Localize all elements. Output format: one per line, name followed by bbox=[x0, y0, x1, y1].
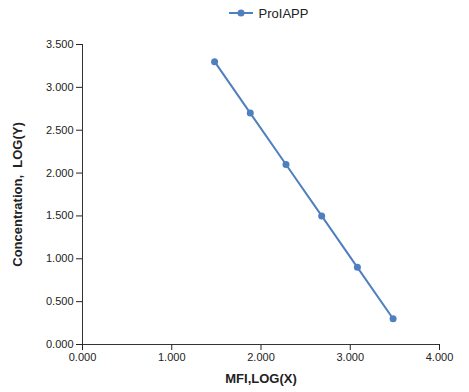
svg-text:2.000: 2.000 bbox=[247, 351, 275, 363]
svg-text:3.500: 3.500 bbox=[46, 38, 74, 50]
svg-text:4.000: 4.000 bbox=[426, 351, 454, 363]
svg-text:0.000: 0.000 bbox=[69, 351, 97, 363]
svg-text:3.000: 3.000 bbox=[46, 81, 74, 93]
svg-text:1.500: 1.500 bbox=[46, 209, 74, 221]
svg-text:1.000: 1.000 bbox=[158, 351, 186, 363]
svg-text:0.500: 0.500 bbox=[46, 295, 74, 307]
svg-text:Concentration, LOG(Y): Concentration, LOG(Y) bbox=[10, 122, 25, 266]
svg-text:1.000: 1.000 bbox=[46, 252, 74, 264]
svg-text:MFI,LOG(X): MFI,LOG(X) bbox=[225, 371, 297, 386]
html-text:ProIAPP: ProIAPP bbox=[258, 5, 309, 21]
svg-text:3.000: 3.000 bbox=[336, 351, 364, 363]
svg-text:2.500: 2.500 bbox=[46, 124, 74, 136]
svg-text:0.000: 0.000 bbox=[46, 338, 74, 350]
svg-text:2.000: 2.000 bbox=[46, 167, 74, 179]
